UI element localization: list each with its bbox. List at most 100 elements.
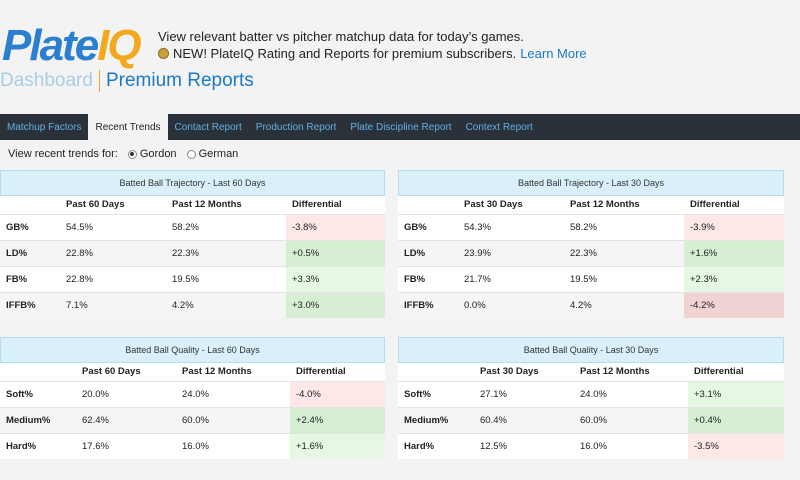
value-cell: 60.0% — [574, 406, 688, 433]
table-header-row: Past 60 Days Past 12 Months Differential — [0, 196, 385, 214]
report-tabs: Matchup Factors Recent Trends Contact Re… — [0, 114, 800, 140]
row-label: LD% — [0, 239, 60, 266]
column-header: Past 60 Days — [60, 196, 166, 214]
column-header: Past 12 Months — [574, 363, 688, 381]
tab-production-report[interactable]: Production Report — [255, 121, 337, 133]
value-cell: 60.0% — [176, 406, 290, 433]
column-header: Past 12 Months — [166, 196, 286, 214]
column-header: Past 30 Days — [458, 196, 564, 214]
row-label: LD% — [398, 239, 458, 266]
table-header-row: Past 60 Days Past 12 Months Differential — [0, 363, 385, 381]
differential-cell: +2.3% — [684, 265, 784, 292]
value-cell: 24.0% — [574, 380, 688, 407]
panel-title: Batted Ball Trajectory - Last 60 Days — [0, 170, 385, 196]
value-cell: 60.4% — [474, 406, 574, 433]
table-row: Medium% 62.4% 60.0% +2.4% — [0, 406, 385, 433]
differential-cell: -4.2% — [684, 291, 784, 318]
value-cell: 22.8% — [60, 265, 166, 292]
value-cell: 22.3% — [564, 239, 684, 266]
column-header — [398, 196, 458, 214]
row-label: IFFB% — [0, 291, 60, 318]
value-cell: 54.3% — [458, 213, 564, 240]
column-header: Differential — [286, 196, 385, 214]
page-title: Premium Reports — [105, 70, 254, 91]
value-cell: 4.2% — [166, 291, 286, 318]
value-cell: 21.7% — [458, 265, 564, 292]
radio-german[interactable]: German — [186, 148, 239, 160]
table-row: LD% 22.8% 22.3% +0.5% — [0, 239, 385, 266]
panel-quality-30: Batted Ball Quality - Last 30 Days Past 3… — [398, 337, 784, 459]
value-cell: 24.0% — [176, 380, 290, 407]
differential-cell: +0.5% — [286, 239, 385, 266]
tab-plate-discipline-report[interactable]: Plate Discipline Report — [350, 121, 452, 133]
table-row: IFFB% 0.0% 4.2% -4.2% — [398, 291, 784, 318]
value-cell: 23.9% — [458, 239, 564, 266]
value-cell: 16.0% — [574, 432, 688, 459]
value-cell: 62.4% — [76, 406, 176, 433]
logo-text-iq: IQ — [97, 21, 141, 70]
row-label: IFFB% — [398, 291, 458, 318]
row-label: Medium% — [398, 406, 474, 433]
radio-german-dot[interactable] — [186, 149, 196, 159]
panel-title: Batted Ball Quality - Last 30 Days — [398, 337, 784, 363]
value-cell: 17.6% — [76, 432, 176, 459]
value-cell: 19.5% — [166, 265, 286, 292]
panel-trajectory-60: Batted Ball Trajectory - Last 60 Days Pas… — [0, 170, 385, 318]
tab-matchup-factors[interactable]: Matchup Factors — [7, 121, 82, 133]
table-row: Soft% 20.0% 24.0% -4.0% — [0, 380, 385, 407]
value-cell: 20.0% — [76, 380, 176, 407]
table-row: FB% 21.7% 19.5% +2.3% — [398, 265, 784, 292]
panel-trajectory-30: Batted Ball Trajectory - Last 30 Days Pas… — [398, 170, 784, 318]
row-label: FB% — [398, 265, 458, 292]
row-label: Hard% — [0, 432, 76, 459]
value-cell: 16.0% — [176, 432, 290, 459]
panel-quality-60: Batted Ball Quality - Last 60 Days Past 6… — [0, 337, 385, 459]
table-header-row: Past 30 Days Past 12 Months Differential — [398, 363, 784, 381]
radio-german-label: German — [198, 148, 239, 160]
radio-gordon-dot[interactable] — [127, 149, 137, 159]
tagline-line1: View relevant batter vs pitcher matchup … — [158, 29, 524, 44]
panel-title: Batted Ball Trajectory - Last 30 Days — [398, 170, 784, 196]
column-header: Past 60 Days — [76, 363, 176, 381]
header: PlateIQ View relevant batter vs pitcher … — [0, 0, 800, 112]
trend-selector: View recent trends for: Gordon German — [8, 148, 238, 160]
row-label: FB% — [0, 265, 60, 292]
row-label: Hard% — [398, 432, 474, 459]
breadcrumb-dashboard-link[interactable]: Dashboard — [0, 70, 93, 91]
trend-selector-label: View recent trends for: — [8, 148, 118, 160]
tab-contact-report[interactable]: Contact Report — [174, 121, 242, 133]
value-cell: 54.5% — [60, 213, 166, 240]
table-row: GB% 54.5% 58.2% -3.8% — [0, 213, 385, 240]
breadcrumb: Dashboard Premium Reports — [0, 70, 254, 92]
value-cell: 19.5% — [564, 265, 684, 292]
value-cell: 22.3% — [166, 239, 286, 266]
badge-icon — [158, 48, 169, 59]
column-header: Differential — [290, 363, 385, 381]
table-row: Soft% 27.1% 24.0% +3.1% — [398, 380, 784, 407]
differential-cell: -4.0% — [290, 380, 385, 407]
radio-gordon-label: Gordon — [139, 148, 177, 160]
column-header: Past 30 Days — [474, 363, 574, 381]
learn-more-link[interactable]: Learn More — [520, 46, 587, 61]
tagline-line2: NEW! PlateIQ Rating and Reports for prem… — [158, 45, 587, 62]
value-cell: 58.2% — [166, 213, 286, 240]
differential-cell: -3.9% — [684, 213, 784, 240]
value-cell: 22.8% — [60, 239, 166, 266]
column-header — [0, 196, 60, 214]
differential-cell: +2.4% — [290, 406, 385, 433]
tagline: View relevant batter vs pitcher matchup … — [158, 28, 587, 62]
differential-cell: +0.4% — [688, 406, 784, 433]
table-row: Hard% 17.6% 16.0% +1.6% — [0, 432, 385, 459]
tab-context-report[interactable]: Context Report — [465, 121, 533, 133]
table-header-row: Past 30 Days Past 12 Months Differential — [398, 196, 784, 214]
radio-gordon[interactable]: Gordon — [127, 148, 177, 160]
differential-cell: +3.3% — [286, 265, 385, 292]
plateiq-logo[interactable]: PlateIQ — [2, 21, 142, 70]
differential-cell: +3.1% — [688, 380, 784, 407]
row-label: Medium% — [0, 406, 76, 433]
row-label: GB% — [0, 213, 60, 240]
differential-cell: -3.8% — [286, 213, 385, 240]
table-row: Medium% 60.4% 60.0% +0.4% — [398, 406, 784, 433]
tab-recent-trends[interactable]: Recent Trends — [88, 114, 168, 140]
table-row: FB% 22.8% 19.5% +3.3% — [0, 265, 385, 292]
